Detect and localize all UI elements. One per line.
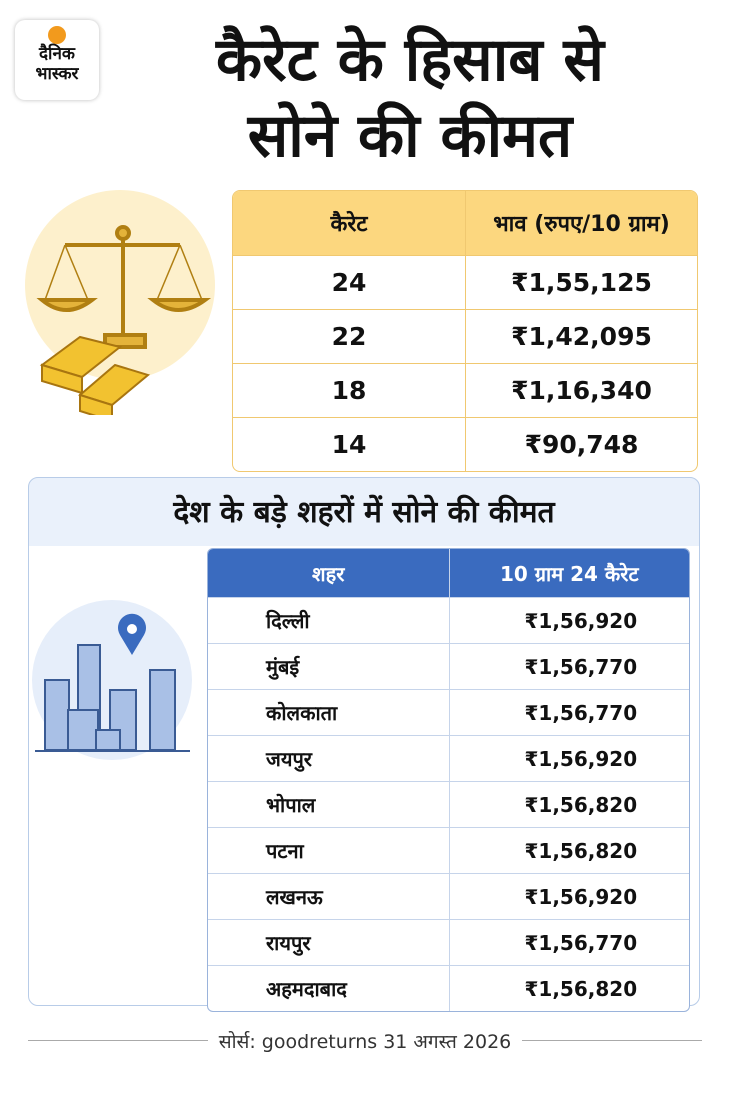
logo-sun (48, 26, 66, 44)
row: 22 ₹1,42,095 (233, 309, 697, 363)
cell: ₹1,16,340 (465, 363, 697, 417)
logo: दैनिक भास्कर (15, 20, 99, 100)
column-header: शहर (208, 549, 449, 597)
city-table: शहर 10 ग्राम 24 कैरेट दिल्ली ₹1,56,920 मुंबई… (207, 548, 690, 1012)
header-row: कैरेट भाव (रुपए/10 ग्राम) (233, 191, 697, 255)
divider (522, 1040, 702, 1041)
cell: भोपाल (208, 781, 449, 827)
row: 24 ₹1,55,125 (233, 255, 697, 309)
row: लखनऊ ₹1,56,920 (208, 873, 689, 919)
pin-dot (127, 624, 137, 634)
gold-bars (39, 335, 151, 415)
row: भोपाल ₹1,56,820 (208, 781, 689, 827)
row: 14 ₹90,748 (233, 417, 697, 471)
title-line: सोने की कीमत (247, 101, 573, 171)
cell: 14 (233, 417, 465, 471)
cell: जयपुर (208, 735, 449, 781)
row: दिल्ली ₹1,56,920 (208, 597, 689, 643)
carat-table: कैरेट भाव (रुपए/10 ग्राम) 24 ₹1,55,125 22 ₹1,… (232, 190, 698, 472)
cell: 18 (233, 363, 465, 417)
source: सोर्स: goodreturns 31 अगस्त 2026 (218, 1031, 512, 1053)
cell: ₹1,42,095 (465, 309, 697, 363)
title-line: कैरेट के हिसाब से (216, 25, 604, 95)
row: मुंबई ₹1,56,770 (208, 643, 689, 689)
cell: कोलकाता (208, 689, 449, 735)
row: रायपुर ₹1,56,770 (208, 919, 689, 965)
location-pin (118, 613, 146, 655)
title: कैरेट के हिसाब से सोने की कीमत (110, 22, 710, 174)
row: अहमदाबाद ₹1,56,820 (208, 965, 689, 1011)
row: जयपुर ₹1,56,920 (208, 735, 689, 781)
cell: 24 (233, 255, 465, 309)
column-header: 10 ग्राम 24 कैरेट (448, 549, 689, 597)
cell: ₹1,56,770 (448, 919, 689, 965)
cell: 22 (233, 309, 465, 363)
cell: ₹1,56,920 (448, 597, 689, 643)
cell: ₹1,56,820 (448, 827, 689, 873)
cell: ₹1,56,820 (448, 965, 689, 1011)
scale (36, 225, 212, 349)
cell: ₹90,748 (465, 417, 697, 471)
column-header: कैरेट (233, 191, 465, 255)
cell: ₹1,55,125 (465, 255, 697, 309)
gold-illustration (25, 190, 215, 415)
city-illustration (32, 600, 192, 760)
cell: दिल्ली (208, 597, 449, 643)
cell: ₹1,56,920 (448, 873, 689, 919)
row: कोलकाता ₹1,56,770 (208, 689, 689, 735)
cell: अहमदाबाद (208, 965, 449, 1011)
cell: पटना (208, 827, 449, 873)
cell: रायपुर (208, 919, 449, 965)
row: 18 ₹1,16,340 (233, 363, 697, 417)
cell: ₹1,56,770 (448, 689, 689, 735)
header-row: शहर 10 ग्राम 24 कैरेट (208, 549, 689, 597)
cell: ₹1,56,770 (448, 643, 689, 689)
cell: ₹1,56,920 (448, 735, 689, 781)
cell: मुंबई (208, 643, 449, 689)
logo-text: भास्कर (35, 64, 79, 84)
row: पटना ₹1,56,820 (208, 827, 689, 873)
illustration-bg (25, 190, 215, 380)
cell: ₹1,56,820 (448, 781, 689, 827)
logo-text: दैनिक (39, 44, 75, 64)
column-header: भाव (रुपए/10 ग्राम) (465, 191, 697, 255)
divider (28, 1040, 208, 1041)
section-title: देश के बड़े शहरों में सोने की कीमत (173, 495, 555, 530)
cell: लखनऊ (208, 873, 449, 919)
